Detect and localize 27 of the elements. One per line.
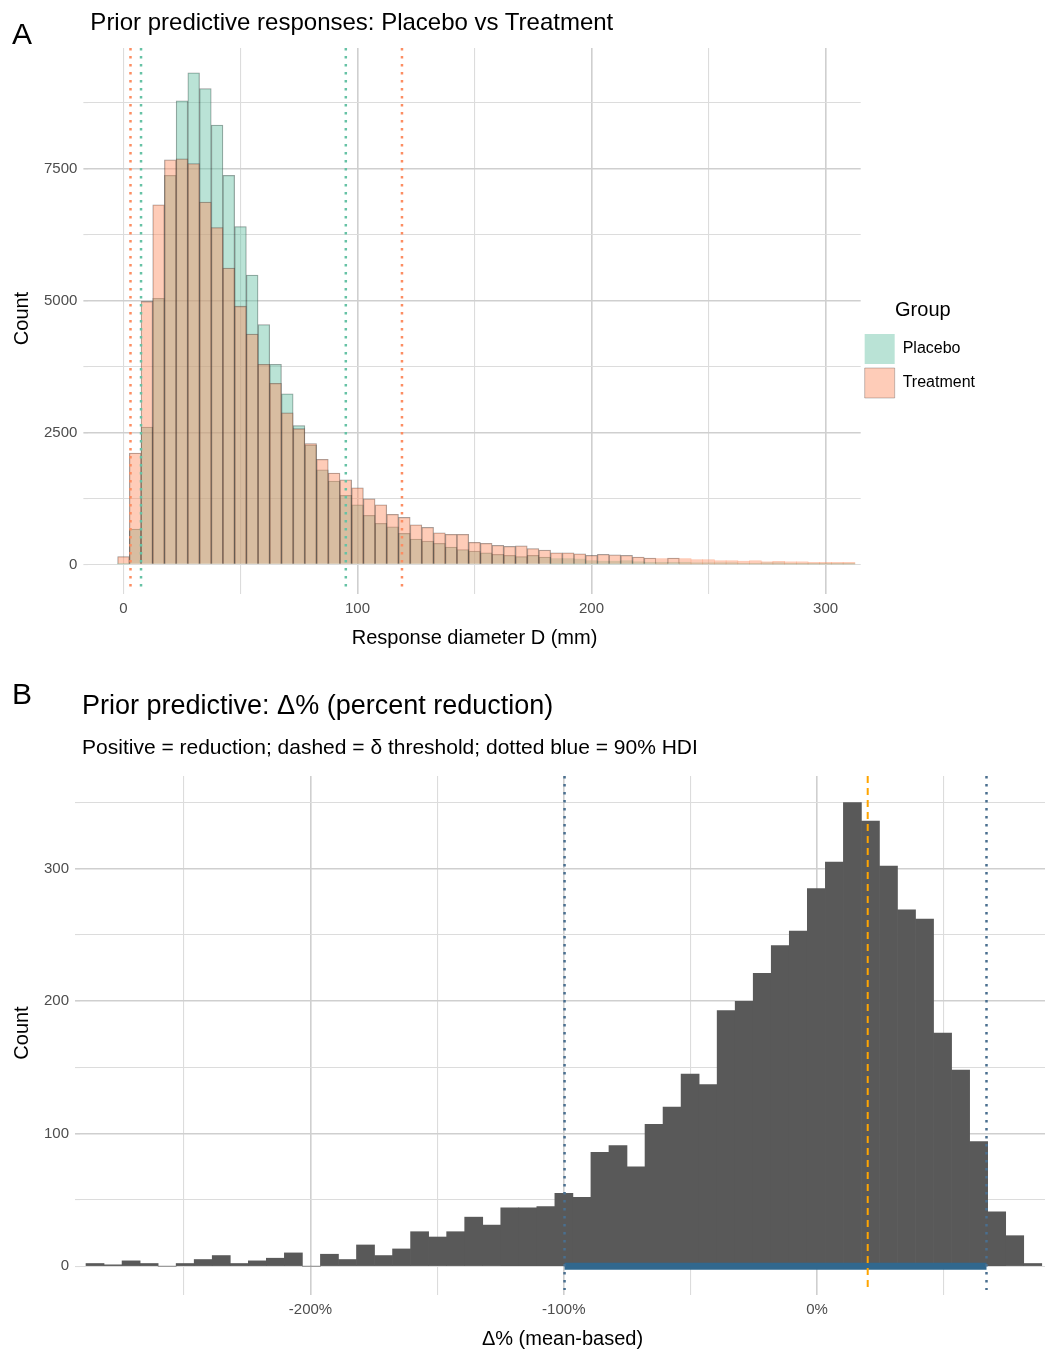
y-axis-title: Count (9, 1005, 32, 1060)
legend-label: Placebo (902, 339, 961, 357)
text: B (12, 677, 33, 710)
y-tick-label: 200 (44, 991, 70, 1009)
chart-subtitle: Positive = reduction; dashed = δ threshold; dotted blue = 90% HDI (82, 735, 698, 758)
x-tick-label: 100 (344, 599, 371, 617)
y-tick-label: 5000 (43, 290, 78, 308)
x-tick-label: -200% (288, 1300, 333, 1318)
text: A (12, 17, 33, 50)
y-tick-label: 100 (44, 1123, 70, 1141)
y-tick-label: 7500 (43, 158, 78, 176)
x-tick-label: 200 (579, 599, 605, 617)
y-tick-label: 0 (69, 554, 78, 572)
y-tick-label: 300 (44, 858, 70, 876)
x-axis-title: Δ% (mean-based) (481, 1326, 644, 1349)
legend-label: Treatment (902, 373, 976, 391)
chart-title: Prior predictive: Δ% (percent reduction) (82, 690, 554, 720)
legend-title: Group (895, 297, 951, 320)
x-tick-label: 0 (119, 599, 128, 617)
x-axis-title: Response diameter D (mm) (351, 625, 598, 648)
x-tick-label: -100% (542, 1300, 586, 1318)
chart-title: Prior predictive responses: Placebo vs Treatment (90, 8, 614, 35)
y-axis-title: Count (9, 291, 32, 346)
y-tick-label: 2500 (43, 422, 78, 440)
y-tick-label: 0 (60, 1256, 70, 1274)
x-tick-label: 300 (813, 599, 839, 617)
x-tick-label: 0% (806, 1300, 828, 1318)
